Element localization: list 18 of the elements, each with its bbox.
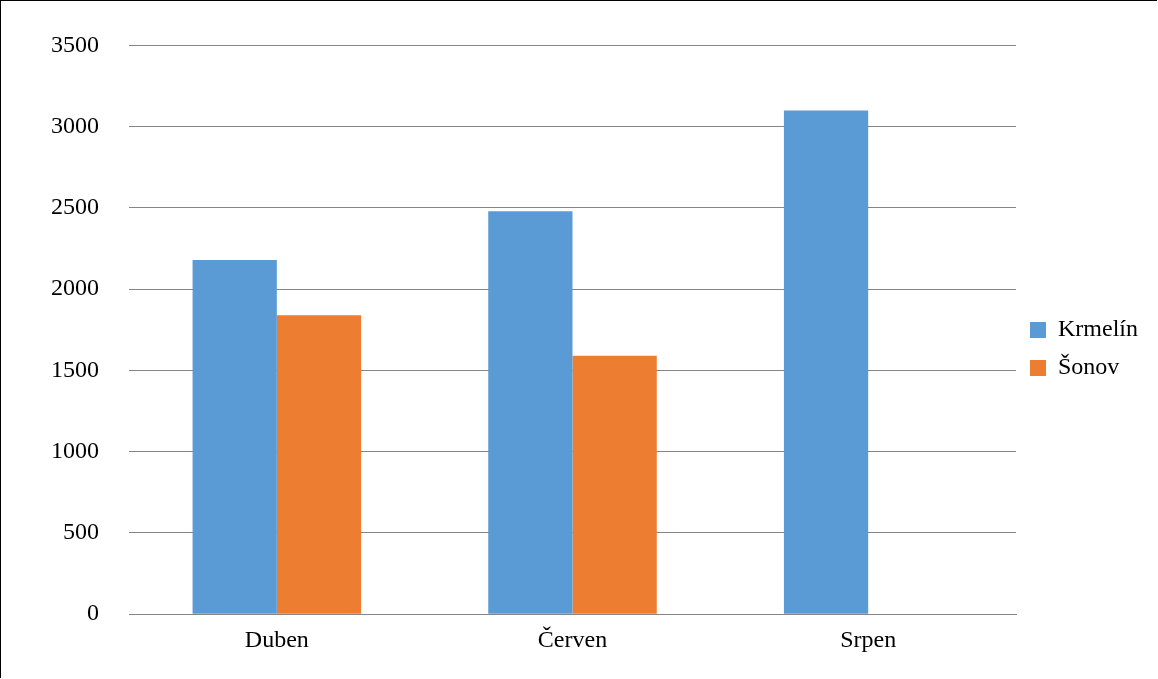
bar	[276, 315, 362, 614]
legend-label: Krmelín	[1058, 315, 1138, 342]
x-tick-label: Červen	[537, 625, 608, 652]
bar	[572, 355, 657, 614]
y-tick-label: 1500	[51, 355, 99, 382]
y-tick-label: 3000	[51, 111, 99, 138]
bar	[783, 110, 869, 614]
y-tick-label: 500	[63, 518, 99, 545]
x-tick-label: Srpen	[840, 625, 897, 652]
legend-label: Šonov	[1058, 353, 1120, 380]
x-tick-label: Duben	[244, 625, 309, 652]
y-tick-label: 3500	[51, 30, 99, 57]
y-tick-label: 2500	[51, 193, 99, 220]
y-tick-label: 0	[87, 599, 99, 626]
y-tick-label: 1000	[51, 436, 99, 463]
bar	[488, 211, 573, 614]
bar	[192, 259, 277, 614]
y-tick-label: 2000	[51, 274, 99, 301]
